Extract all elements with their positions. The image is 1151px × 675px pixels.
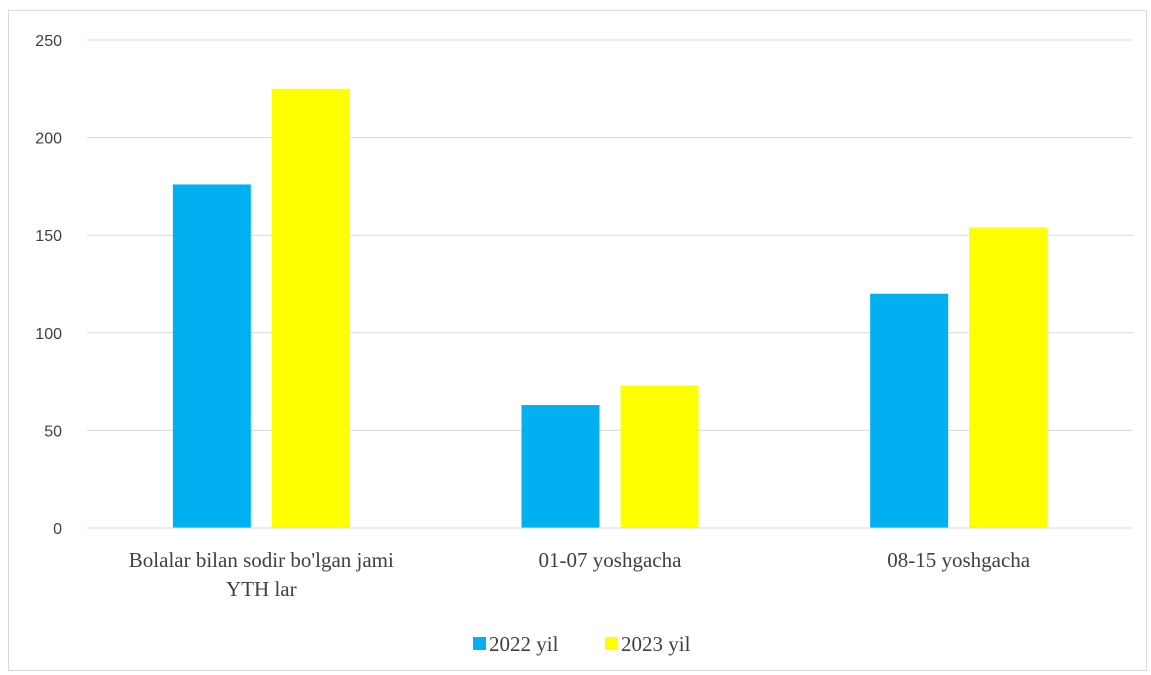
bar-2022-yil-1 [521,405,600,528]
bar-2023-yil-1 [620,385,699,528]
y-tick-label: 150 [35,228,62,245]
legend-swatch [605,637,618,650]
x-category-label: 01-07 yoshgacha [539,548,683,572]
bar-2022-yil-2 [870,293,949,528]
bars [172,88,1048,529]
y-tick-label: 200 [35,131,62,148]
bar-2022-yil-0 [172,184,251,528]
bar-2023-yil-2 [969,227,1048,528]
y-tick-label: 50 [44,423,62,440]
bar-2023-yil-0 [271,88,350,529]
y-axis-ticks: 0 50 100 150 200 250 [35,33,62,538]
x-axis-labels: Bolalar bilan sodir bo'lgan jami YTH lar 0… [129,548,1031,601]
legend-swatch [473,637,486,650]
x-category-label: YTH lar [226,577,297,601]
gridlines [87,39,1133,431]
legend-label: 2023 yil [621,632,691,656]
x-category-label: 08-15 yoshgacha [887,548,1031,572]
y-tick-label: 100 [35,326,62,343]
y-tick-label: 250 [35,33,62,50]
x-category-label: Bolalar bilan sodir bo'lgan jami [129,548,394,572]
y-tick-label: 0 [53,521,62,538]
legend-label: 2022 yil [489,632,559,656]
legend: 2022 yil 2023 yil [473,632,691,656]
